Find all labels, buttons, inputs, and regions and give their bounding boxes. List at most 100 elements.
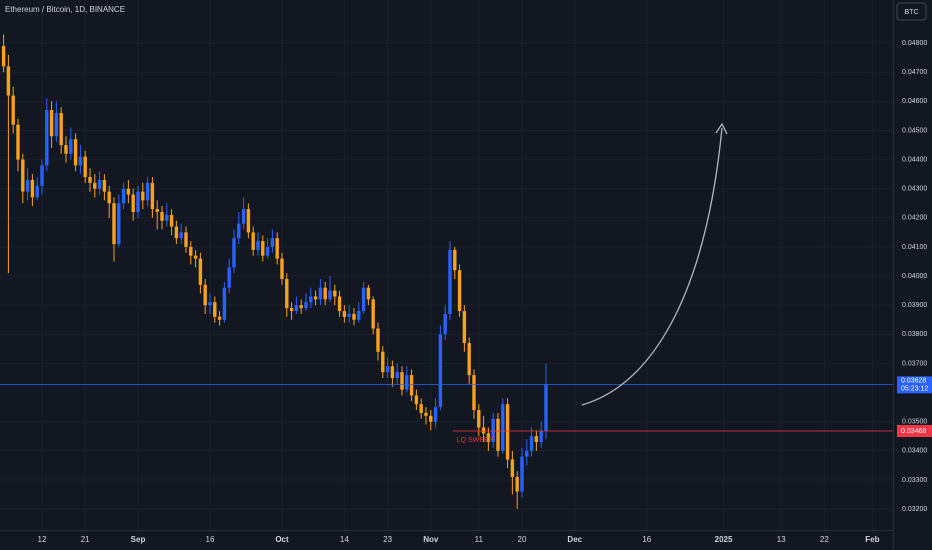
- candle-body: [352, 313, 356, 320]
- candle-body: [477, 410, 481, 428]
- candle-body: [366, 287, 371, 300]
- candle-body: [203, 284, 207, 306]
- candle-body: [1, 46, 6, 67]
- candle-body: [481, 427, 486, 434]
- candle-body: [419, 404, 423, 413]
- candle-body: [510, 459, 515, 477]
- candle-body: [525, 450, 529, 457]
- y-tick-label: 0.04100: [902, 244, 927, 251]
- candle-body: [270, 238, 275, 247]
- candle-body: [21, 159, 25, 192]
- candle-body: [280, 258, 284, 279]
- candle-body: [294, 305, 299, 312]
- candle-body: [285, 278, 289, 309]
- candle-body: [59, 112, 63, 146]
- y-tick-label: 0.04200: [902, 215, 927, 222]
- candle-body: [208, 302, 212, 306]
- level-price-label: 0.03468: [901, 428, 926, 435]
- y-tick-label: 0.04300: [902, 186, 927, 193]
- candle-body: [529, 436, 534, 451]
- candle-body: [313, 296, 318, 300]
- candle-body: [275, 238, 279, 259]
- candle-body: [35, 185, 39, 198]
- candle-body: [520, 456, 524, 492]
- x-tick-label: 2025: [715, 535, 733, 544]
- candle-body: [496, 418, 500, 451]
- candle-body: [165, 214, 169, 221]
- candle-body: [390, 366, 395, 378]
- candle-body: [78, 156, 83, 166]
- candle-body: [189, 246, 193, 256]
- candle-body: [289, 308, 294, 312]
- candle-body: [112, 203, 116, 245]
- x-tick-label: 11: [475, 535, 484, 544]
- y-tick-label: 0.04500: [902, 127, 927, 134]
- candle-body: [409, 375, 414, 396]
- candle-body: [145, 182, 150, 201]
- candle-body: [232, 238, 236, 268]
- candle-body: [184, 232, 188, 247]
- candle-body: [30, 179, 35, 198]
- candle-body: [323, 287, 327, 300]
- candle-body: [429, 415, 433, 422]
- candle-body: [462, 311, 467, 344]
- candle-body: [237, 223, 241, 239]
- candle-body: [227, 267, 231, 288]
- x-tick-label: 13: [777, 535, 786, 544]
- currency-button[interactable]: [896, 2, 927, 21]
- candle-body: [97, 179, 102, 189]
- candle-body: [299, 305, 303, 309]
- candle-body: [213, 302, 217, 317]
- candle-body: [309, 296, 313, 303]
- candle-body: [251, 232, 255, 250]
- candle-body: [438, 334, 443, 408]
- candle-body: [333, 290, 337, 297]
- candle-body: [222, 287, 227, 320]
- candle-body: [40, 165, 44, 186]
- candle-body: [11, 95, 15, 125]
- currency-button-label[interactable]: BTC: [905, 9, 919, 16]
- x-tick-label: 22: [820, 535, 829, 544]
- candle-body: [193, 255, 198, 259]
- candle-body: [131, 194, 135, 212]
- last-price-box: [897, 376, 932, 394]
- candle-body: [385, 366, 390, 373]
- candle-body: [505, 404, 510, 460]
- candle-body: [539, 430, 543, 443]
- x-tick-label: 21: [81, 535, 90, 544]
- x-tick-label: 20: [518, 535, 527, 544]
- y-tick-label: 0.04000: [902, 273, 927, 280]
- y-tick-label: 0.03900: [902, 302, 927, 309]
- countdown-label: 05:23:12: [901, 386, 928, 393]
- candle-body: [45, 110, 49, 166]
- candle-body: [424, 412, 428, 416]
- x-tick-label: 16: [206, 535, 215, 544]
- x-tick-label: Dec: [567, 535, 582, 544]
- candle-body: [174, 226, 179, 239]
- projection-arrow: [581, 127, 723, 406]
- candle-body: [69, 139, 73, 154]
- y-tick-label: 0.03500: [902, 419, 927, 426]
- y-tick-label: 0.04600: [902, 98, 927, 105]
- candle-body: [121, 188, 126, 204]
- candle-body: [381, 351, 385, 373]
- candle-body: [241, 209, 246, 224]
- candle-body: [544, 384, 548, 431]
- y-tick-label: 0.03800: [902, 331, 927, 338]
- level-price-box: [897, 424, 932, 437]
- last-price-label: 0.03628: [901, 378, 926, 385]
- y-tick-label: 0.03300: [902, 477, 927, 484]
- candle-body: [246, 209, 251, 233]
- candle-body: [337, 296, 342, 312]
- candle-body: [64, 145, 68, 154]
- candle-body: [534, 436, 539, 443]
- candle-body: [467, 343, 471, 376]
- y-tick-label: 0.03700: [902, 360, 927, 367]
- candle-body: [126, 188, 131, 195]
- candle-body: [414, 395, 419, 405]
- candle-body: [160, 212, 164, 221]
- candle-body: [486, 433, 491, 443]
- chart-title: Ethereum / Bitcoin, 1D, BINANCE: [5, 5, 125, 14]
